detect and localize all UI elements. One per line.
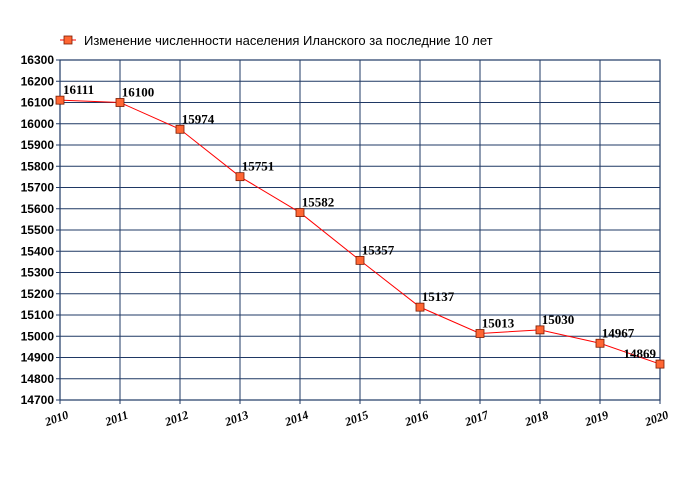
data-labels: 16111 16100 15974 15751 15582 15357 15137 15013… [63, 82, 657, 361]
y-tick-label: 15800 [21, 159, 55, 173]
data-point [415, 302, 425, 312]
data-point [295, 208, 305, 217]
x-tick-label: 2015 [342, 408, 370, 430]
data-label: 15357 [362, 242, 395, 257]
x-tick-label: 2013 [222, 408, 250, 430]
y-tick-label: 15700 [21, 181, 55, 195]
legend-marker-sample [63, 35, 73, 45]
y-tick-label: 14700 [21, 393, 55, 407]
data-label: 15030 [542, 312, 575, 327]
x-axis-tick-labels: 2010 2011 2012 2013 2014 2015 2016 2017 2018 2019… [42, 407, 670, 429]
x-tick-label: 2016 [402, 408, 430, 430]
legend: Изменение численности населения Иланског… [60, 33, 493, 48]
y-axis-tick-labels: 14700 14800 14900 15000 15100 15200 15300 15400… [21, 53, 55, 407]
y-tick-label: 16000 [21, 117, 55, 131]
data-label: 15013 [482, 315, 515, 330]
data-point [55, 95, 65, 105]
y-tick-label: 15500 [21, 223, 55, 237]
y-tick-label: 15200 [21, 287, 55, 301]
y-tick-label: 14800 [21, 372, 55, 386]
data-label: 16111 [63, 82, 94, 97]
data-point [535, 325, 545, 335]
y-tick-label: 16200 [21, 74, 55, 88]
legend-label: Изменение численности населения Иланског… [84, 33, 493, 48]
y-tick-label: 15600 [21, 202, 55, 216]
data-label: 15974 [182, 111, 215, 126]
y-tick-label: 15900 [21, 138, 55, 152]
x-tick-label: 2018 [522, 408, 550, 430]
x-tick-label: 2012 [162, 408, 190, 430]
data-point [355, 255, 365, 265]
data-label: 14869 [624, 346, 657, 361]
data-point [235, 172, 245, 182]
x-tick-label: 2011 [102, 408, 130, 429]
x-tick-label: 2019 [582, 408, 610, 430]
y-tick-label: 15000 [21, 329, 55, 343]
y-tick-label: 15100 [21, 308, 55, 322]
x-tick-label: 2010 [42, 408, 70, 430]
data-point [115, 98, 125, 107]
data-label: 15582 [302, 195, 335, 210]
data-point [475, 329, 485, 338]
data-label: 16100 [122, 85, 155, 100]
data-point [595, 338, 605, 348]
y-tick-label: 15400 [21, 244, 55, 258]
y-tick-label: 14900 [21, 351, 55, 365]
x-tick-label: 2020 [642, 408, 670, 430]
data-point [175, 124, 185, 134]
data-label: 14967 [602, 325, 635, 340]
y-tick-label: 16300 [21, 53, 55, 67]
y-tick-label: 15300 [21, 266, 55, 280]
data-label: 15137 [422, 289, 455, 304]
series-markers [55, 95, 665, 369]
y-tick-label: 16100 [21, 96, 55, 110]
x-tick-label: 2014 [282, 408, 310, 430]
data-label: 15751 [242, 159, 275, 174]
plot-area [56, 59, 661, 404]
x-tick-label: 2017 [462, 407, 491, 429]
data-point [655, 359, 665, 369]
